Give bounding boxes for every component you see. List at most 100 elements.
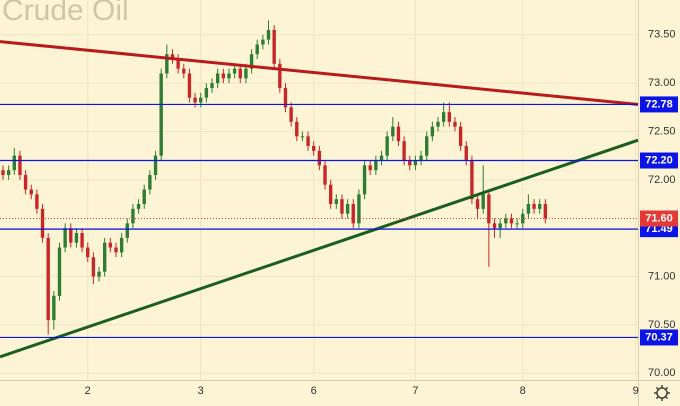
candle-body	[295, 121, 299, 137]
candle-body	[306, 136, 310, 147]
candle-body	[125, 223, 129, 238]
candle-body	[357, 194, 361, 224]
candle-body	[119, 237, 124, 253]
candle-body	[148, 175, 152, 190]
candle-body	[193, 97, 197, 103]
candle-body	[215, 73, 220, 84]
y-tick-label: 70.00	[648, 367, 676, 379]
candle-body	[244, 68, 248, 79]
candle-body	[509, 218, 514, 224]
candle-body	[153, 155, 158, 176]
candle-body	[362, 165, 367, 195]
candle-body	[464, 146, 468, 161]
candle-body	[238, 68, 242, 79]
price-label-box	[640, 210, 678, 227]
candle-body	[6, 170, 11, 176]
candle-body	[312, 146, 316, 151]
candle-body	[487, 194, 491, 224]
y-tick-label: 73.00	[648, 77, 676, 89]
candle-body	[402, 141, 406, 161]
price-label: 71.60	[645, 212, 673, 224]
candle-body	[385, 136, 389, 156]
y-tick-label: 73.50	[648, 29, 676, 41]
candle-body	[131, 208, 135, 224]
candle-body	[63, 228, 67, 248]
candle-body	[204, 87, 209, 98]
candle-body	[249, 54, 254, 69]
candle-body	[323, 165, 327, 185]
candle-body	[396, 126, 401, 142]
candle-body	[498, 223, 502, 229]
candle-body	[300, 136, 305, 138]
candle-body	[425, 136, 429, 156]
candle-body	[515, 223, 519, 225]
x-tick-label: 2	[85, 385, 91, 397]
candle-body	[430, 126, 435, 137]
candle-body	[91, 257, 96, 277]
x-tick-label: 9	[633, 385, 639, 397]
candle-body	[142, 189, 146, 205]
candle-body	[492, 223, 497, 229]
candle-body	[334, 199, 339, 205]
candle-body	[97, 271, 101, 277]
candle-body	[413, 160, 418, 166]
candle-body	[199, 97, 203, 103]
candle-body	[328, 184, 333, 205]
candle-body	[272, 29, 276, 64]
settings-icon[interactable]	[654, 385, 670, 401]
candle-body	[182, 68, 186, 74]
chart-title: Crude Oil	[2, 0, 129, 27]
level-label: 72.78	[645, 98, 673, 110]
candle-body	[23, 175, 28, 190]
candle-body	[12, 155, 16, 171]
candle-body	[86, 247, 90, 258]
level-label: 72.20	[645, 154, 673, 166]
candle-body	[35, 194, 39, 209]
candle-body	[255, 44, 259, 55]
candle-body	[1, 170, 5, 176]
candle-body	[447, 112, 452, 122]
candle-body	[470, 160, 474, 200]
candle-body	[221, 73, 226, 79]
trend-line	[0, 138, 639, 359]
candle-body	[29, 189, 33, 195]
candle-body	[441, 112, 446, 122]
y-tick-label: 71.00	[648, 270, 676, 282]
candle-body	[52, 295, 56, 321]
x-tick-label: 3	[198, 385, 204, 397]
candle-body	[261, 39, 265, 45]
candle-body	[232, 68, 237, 74]
candle-body	[289, 107, 293, 122]
y-tick-label: 70.50	[648, 319, 676, 331]
candle-body	[69, 228, 73, 243]
candle-body	[136, 204, 141, 209]
candle-body	[74, 233, 79, 243]
candle-body	[40, 208, 45, 238]
candle-body	[227, 73, 231, 79]
candle-body	[504, 218, 508, 224]
x-tick-label: 7	[412, 385, 418, 397]
candle-body	[436, 121, 440, 127]
candle-body	[176, 58, 180, 69]
candle-body	[159, 73, 163, 156]
candle-body	[532, 204, 536, 209]
candle-body	[379, 155, 384, 161]
candle-body	[481, 194, 485, 209]
candle-body	[18, 155, 22, 176]
candle-body	[80, 233, 84, 248]
candle-body	[374, 160, 378, 171]
level-label-box	[640, 329, 678, 346]
candle-body	[57, 247, 62, 296]
y-tick-label: 72.50	[648, 125, 676, 137]
candle-body	[170, 54, 175, 59]
candle-body	[391, 126, 395, 137]
gear-teeth[interactable]	[654, 385, 670, 401]
candle-body	[266, 29, 271, 40]
candle-body	[340, 199, 344, 214]
candle-body	[458, 126, 463, 147]
candle-body	[278, 63, 282, 88]
candle-body	[419, 155, 423, 161]
